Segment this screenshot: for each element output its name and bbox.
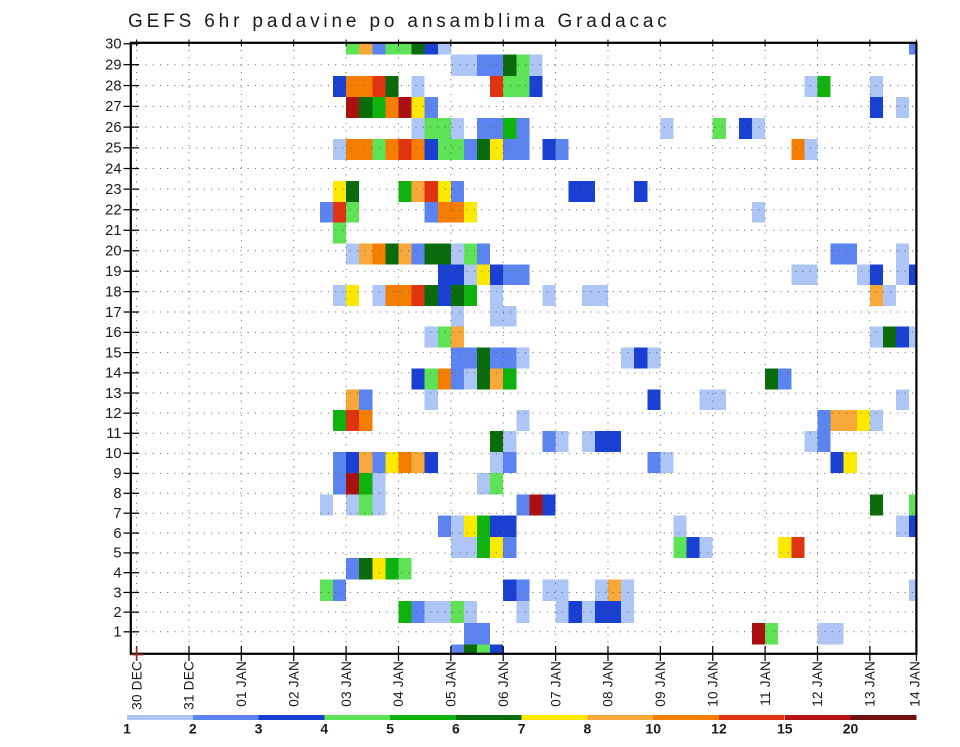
svg-text:10: 10 <box>105 446 121 462</box>
svg-text:28: 28 <box>105 78 121 94</box>
svg-text:29: 29 <box>105 58 121 74</box>
svg-text:27: 27 <box>105 99 121 115</box>
svg-text:09 JAN: 09 JAN <box>653 661 668 707</box>
svg-text:3: 3 <box>113 585 121 601</box>
svg-text:1: 1 <box>123 721 131 737</box>
svg-text:31 DEC: 31 DEC <box>182 661 197 710</box>
svg-text:15: 15 <box>777 721 793 737</box>
svg-text:5: 5 <box>386 721 394 737</box>
svg-text:10: 10 <box>645 721 661 737</box>
svg-text:12: 12 <box>105 406 121 422</box>
svg-text:02 JAN: 02 JAN <box>286 661 301 707</box>
svg-text:10 JAN: 10 JAN <box>705 661 720 707</box>
svg-text:8: 8 <box>584 721 592 737</box>
svg-text:4: 4 <box>113 566 121 582</box>
svg-text:06 JAN: 06 JAN <box>496 661 511 707</box>
svg-text:25: 25 <box>105 141 121 157</box>
svg-text:12: 12 <box>711 721 727 737</box>
svg-text:24: 24 <box>105 161 121 177</box>
svg-text:9: 9 <box>113 466 121 482</box>
svg-text:14: 14 <box>105 366 121 382</box>
svg-text:7: 7 <box>113 506 121 522</box>
svg-text:8: 8 <box>113 486 121 502</box>
svg-text:20: 20 <box>843 721 859 737</box>
svg-text:7: 7 <box>518 721 526 737</box>
svg-text:6: 6 <box>113 526 121 542</box>
svg-text:03 JAN: 03 JAN <box>339 661 354 707</box>
svg-text:6: 6 <box>452 721 460 737</box>
svg-text:5: 5 <box>113 546 121 562</box>
svg-text:11 JAN: 11 JAN <box>758 661 773 706</box>
svg-text:15: 15 <box>105 345 121 361</box>
svg-text:13: 13 <box>105 386 121 402</box>
svg-text:2: 2 <box>189 721 197 737</box>
svg-text:30: 30 <box>105 37 121 53</box>
svg-text:01 JAN: 01 JAN <box>234 661 249 707</box>
svg-text:08 JAN: 08 JAN <box>601 661 616 707</box>
svg-text:4: 4 <box>320 721 328 737</box>
svg-text:22: 22 <box>105 203 121 219</box>
svg-text:18: 18 <box>105 284 121 300</box>
svg-text:17: 17 <box>105 305 121 321</box>
svg-text:04 JAN: 04 JAN <box>391 661 406 707</box>
svg-text:16: 16 <box>105 325 121 341</box>
svg-text:21: 21 <box>105 223 121 239</box>
svg-text:14 JAN: 14 JAN <box>908 661 923 707</box>
svg-text:1: 1 <box>113 625 121 641</box>
svg-text:20: 20 <box>105 244 121 260</box>
svg-text:30 DEC: 30 DEC <box>129 661 144 710</box>
svg-text:3: 3 <box>255 721 263 737</box>
svg-text:26: 26 <box>105 120 121 136</box>
svg-text:19: 19 <box>105 264 121 280</box>
svg-text:13 JAN: 13 JAN <box>863 661 878 707</box>
svg-text:11: 11 <box>106 426 121 442</box>
svg-text:23: 23 <box>105 182 121 198</box>
svg-text:GEFS 6hr padavine po ansamblim: GEFS 6hr padavine po ansamblima Gradacac <box>128 11 671 32</box>
svg-text:07 JAN: 07 JAN <box>548 661 563 707</box>
svg-text:05 JAN: 05 JAN <box>444 661 459 707</box>
svg-text:2: 2 <box>113 605 121 621</box>
svg-text:12 JAN: 12 JAN <box>810 661 825 707</box>
